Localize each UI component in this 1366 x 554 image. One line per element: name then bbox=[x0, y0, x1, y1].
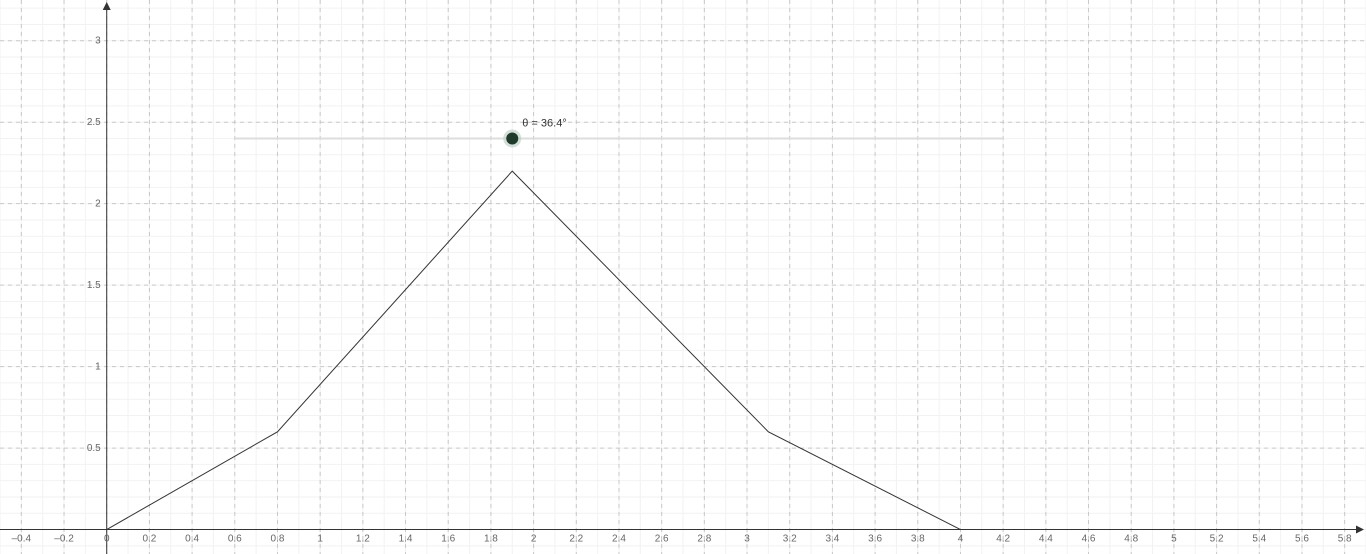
y-tick-label: 1.5 bbox=[87, 280, 101, 291]
x-tick-label: 2.2 bbox=[569, 534, 583, 545]
x-tick-label: 4.4 bbox=[1039, 534, 1053, 545]
x-tick-label: –0.4 bbox=[12, 534, 32, 545]
x-tick-label: –0.2 bbox=[54, 534, 74, 545]
x-tick-label: 1.6 bbox=[441, 534, 455, 545]
slider-label: θ = 36.4° bbox=[522, 118, 566, 130]
plot-svg: –0.4 –0.2 0 0.2 0.4 0.6 0.8 1 1.2 1.4 1.6 1.8 2 2.2 2.… bbox=[0, 0, 1366, 554]
x-tick-label: 3.8 bbox=[911, 534, 925, 545]
x-tick-label: 0.2 bbox=[142, 534, 156, 545]
y-tick-label: 2.5 bbox=[87, 117, 101, 128]
y-tick-label: 3 bbox=[95, 36, 101, 47]
x-tick-label: 0.8 bbox=[271, 534, 285, 545]
coordinate-plot: –0.4 –0.2 0 0.2 0.4 0.6 0.8 1 1.2 1.4 1.6 1.8 2 2.2 2.… bbox=[0, 0, 1366, 554]
slider-handle[interactable] bbox=[506, 133, 518, 145]
y-tick-label: 1 bbox=[95, 362, 101, 373]
x-tick-label: 2.8 bbox=[697, 534, 711, 545]
x-tick-label: 1.4 bbox=[399, 534, 413, 545]
x-tick-label: 5.8 bbox=[1338, 534, 1352, 545]
x-tick-label: 0 bbox=[104, 534, 110, 545]
x-tick-label: 1.8 bbox=[484, 534, 498, 545]
x-tick-label: 2.4 bbox=[612, 534, 626, 545]
x-tick-label: 5.2 bbox=[1210, 534, 1224, 545]
x-tick-label: 3 bbox=[744, 534, 750, 545]
y-tick-label: 2 bbox=[95, 199, 101, 210]
x-tick-label: 4 bbox=[958, 534, 964, 545]
x-tick-label: 4.2 bbox=[996, 534, 1010, 545]
x-tick-label: 4.8 bbox=[1124, 534, 1138, 545]
x-tick-label: 2.6 bbox=[655, 534, 669, 545]
y-tick-label: 0.5 bbox=[87, 443, 101, 454]
x-tick-label: 1.2 bbox=[356, 534, 370, 545]
x-tick-label: 0.4 bbox=[185, 534, 199, 545]
x-tick-label: 5.6 bbox=[1295, 534, 1309, 545]
x-tick-label: 3.2 bbox=[783, 534, 797, 545]
x-tick-label: 5.4 bbox=[1252, 534, 1266, 545]
x-tick-label: 5 bbox=[1171, 534, 1177, 545]
x-tick-label: 1 bbox=[317, 534, 323, 545]
x-tick-label: 2 bbox=[531, 534, 537, 545]
x-tick-label: 3.6 bbox=[868, 534, 882, 545]
x-tick-label: 0.6 bbox=[228, 534, 242, 545]
x-tick-label: 4.6 bbox=[1082, 534, 1096, 545]
x-tick-label: 3.4 bbox=[825, 534, 839, 545]
